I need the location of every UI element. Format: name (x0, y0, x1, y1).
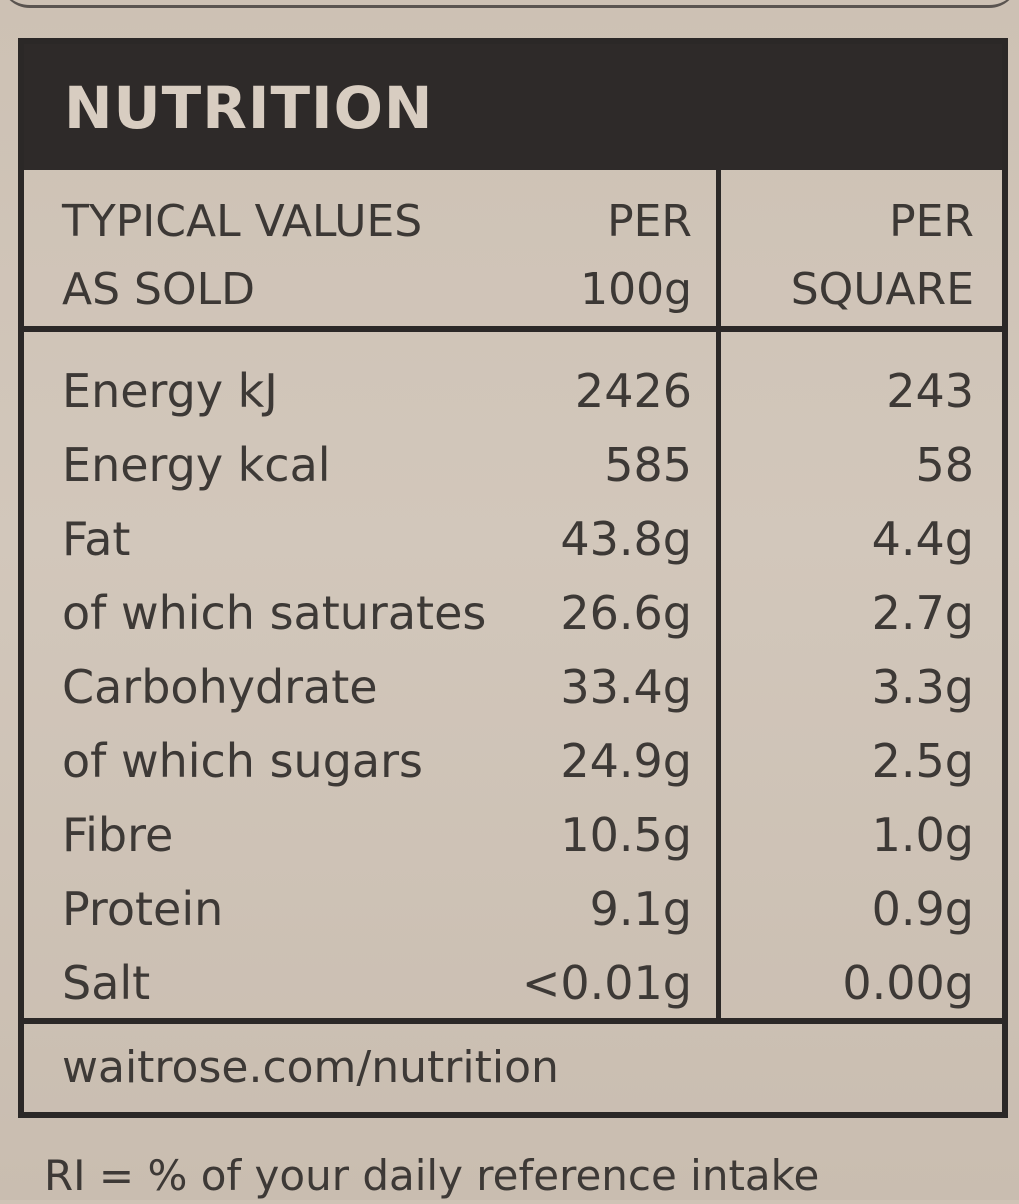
value-per-square: 58 (915, 438, 974, 492)
package-edge-curve (0, 0, 1019, 8)
value-per-square: 0.00g (842, 956, 974, 1010)
value-per-100g: 24.9g (560, 734, 692, 788)
header-row-divider (24, 326, 1002, 332)
table-row: Protein 9.1g 0.9g (24, 872, 1002, 946)
nutrition-title: NUTRITION (64, 74, 434, 142)
column-header-per-100g: PER 100g (580, 188, 692, 324)
value-per-100g: 43.8g (560, 512, 692, 566)
nutrient-name: Carbohydrate (62, 660, 378, 714)
nutrition-rows: Energy kJ 2426 243 Energy kcal 585 58 Fa… (24, 354, 1002, 1020)
table-row: Carbohydrate 33.4g 3.3g (24, 650, 1002, 724)
value-per-square: 1.0g (871, 808, 974, 862)
nutrition-header-band: NUTRITION (24, 44, 1002, 170)
value-per-square: 3.3g (871, 660, 974, 714)
value-per-square: 243 (886, 364, 974, 418)
value-per-100g: 2426 (574, 364, 692, 418)
value-per-square: 4.4g (871, 512, 974, 566)
table-row: Fibre 10.5g 1.0g (24, 798, 1002, 872)
value-per-square: 0.9g (871, 882, 974, 936)
nutrient-name: Protein (62, 882, 224, 936)
table-row: Energy kcal 585 58 (24, 428, 1002, 502)
nutrient-name: of which sugars (62, 734, 423, 788)
table-row: Salt <0.01g 0.00g (24, 946, 1002, 1020)
nutrient-name: Fat (62, 512, 131, 566)
table-row: of which sugars 24.9g 2.5g (24, 724, 1002, 798)
column-header-square-line1: PER (889, 196, 974, 247)
nutrition-website-text: waitrose.com/nutrition (62, 1042, 559, 1093)
footer-divider (24, 1018, 1002, 1024)
value-per-100g: 33.4g (560, 660, 692, 714)
value-per-square: 2.7g (871, 586, 974, 640)
value-per-100g: 10.5g (560, 808, 692, 862)
column-header-per100-line1: PER (607, 196, 692, 247)
column-header-label-line2: AS SOLD (62, 264, 255, 315)
column-header-square-line2: SQUARE (790, 264, 974, 315)
value-per-100g: 26.6g (560, 586, 692, 640)
column-header-label-line1: TYPICAL VALUES (62, 196, 423, 247)
column-header-typical-values: TYPICAL VALUES AS SOLD (62, 188, 422, 324)
nutrient-name: Energy kcal (62, 438, 331, 492)
value-per-100g: <0.01g (521, 956, 692, 1010)
value-per-square: 2.5g (871, 734, 974, 788)
reference-intake-note: RI = % of your daily reference intake (44, 1151, 820, 1200)
nutrient-name: Fibre (62, 808, 174, 862)
value-per-100g: 9.1g (589, 882, 692, 936)
nutrition-label: NUTRITION TYPICAL VALUES AS SOLD PER 100… (18, 38, 1008, 1118)
table-row: of which saturates 26.6g 2.7g (24, 576, 1002, 650)
column-header-per100-line2: 100g (580, 264, 692, 315)
column-header-per-square: PER SQUARE (791, 188, 974, 324)
nutrient-name: of which saturates (62, 586, 487, 640)
nutrient-name: Salt (62, 956, 151, 1010)
column-divider (716, 170, 721, 1020)
table-row: Energy kJ 2426 243 (24, 354, 1002, 428)
table-row: Fat 43.8g 4.4g (24, 502, 1002, 576)
nutrient-name: Energy kJ (62, 364, 278, 418)
value-per-100g: 585 (604, 438, 692, 492)
